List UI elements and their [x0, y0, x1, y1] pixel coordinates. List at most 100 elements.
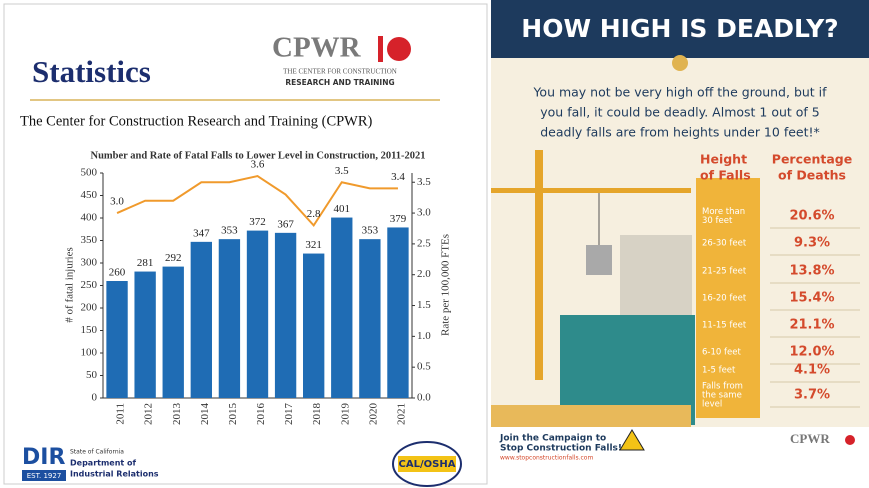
bar	[247, 231, 268, 398]
y2-tick-label: 0.5	[417, 361, 431, 373]
slide-subtitle: The Center for Construction Research and…	[20, 113, 373, 129]
line-label: 3.5	[335, 165, 349, 177]
intro-line: You may not be very high off the ground,…	[532, 85, 827, 100]
x-tick-label: 2012	[143, 403, 155, 425]
intro-line: you fall, it could be deadly. Almost 1 o…	[540, 105, 820, 120]
percentage: 3.7%	[794, 388, 830, 403]
x-tick-label: 2019	[339, 403, 351, 426]
y-tick-label: 0	[92, 392, 98, 404]
bar-label: 347	[193, 227, 210, 239]
url: www.stopconstructionfalls.com	[500, 455, 593, 462]
bar	[331, 218, 352, 398]
x-tick-label: 2017	[283, 403, 295, 426]
bar	[134, 272, 155, 398]
bar-label: 281	[137, 257, 154, 269]
campaign: Join the Campaign to	[499, 434, 606, 444]
x-tick-label: 2014	[199, 403, 211, 426]
y2-tick-label: 1.5	[417, 299, 431, 311]
y2-tick-label: 3.0	[417, 207, 431, 219]
footer-logo: CPWR	[790, 431, 830, 446]
dir-line: Department of	[70, 459, 137, 468]
crane-load	[586, 245, 612, 275]
line-label: 3.0	[110, 196, 124, 208]
crane-jib	[491, 188, 691, 193]
dir-mark: DIR	[22, 445, 65, 470]
bar-label: 353	[221, 225, 238, 237]
y-tick-label: 250	[81, 279, 98, 291]
slide: Statistics CPWR THE CENTER FOR CONSTRUCT…	[0, 0, 869, 488]
bar	[303, 254, 324, 398]
line-label: 2.8	[307, 208, 321, 220]
y-tick-label: 200	[81, 302, 98, 314]
bar	[387, 227, 408, 398]
percentage: 15.4%	[789, 291, 834, 306]
y-tick-label: 500	[81, 167, 98, 179]
y-tick-label: 300	[81, 257, 98, 269]
bar	[359, 239, 380, 398]
x-tick-label: 2011	[115, 403, 127, 425]
y2-tick-label: 0.0	[417, 392, 431, 404]
logo-bar	[378, 36, 383, 62]
height-label: level	[702, 400, 722, 410]
bar-label: 321	[305, 239, 322, 251]
percentage: 12.0%	[789, 345, 834, 360]
height-label: 11-15 feet	[702, 321, 747, 331]
logo-name: CPWR	[272, 32, 362, 64]
logo-line: RESEARCH AND TRAINING	[285, 78, 394, 87]
height-label: 30 feet	[702, 216, 733, 226]
infographic-title: HOW HIGH IS DEADLY?	[521, 14, 838, 43]
bar	[275, 233, 296, 398]
x-tick-label: 2018	[311, 403, 323, 426]
y2-tick-label: 1.0	[417, 330, 431, 342]
percentage: 4.1%	[794, 363, 830, 378]
y2-tick-label: 2.5	[417, 237, 431, 249]
percentage: 9.3%	[794, 236, 830, 251]
bar-label: 292	[165, 252, 182, 264]
slide-title: Statistics	[32, 54, 151, 89]
height-label: 26-30 feet	[702, 239, 747, 249]
campaign: Stop Construction Falls!	[500, 444, 622, 454]
bar	[191, 242, 212, 398]
x-tick-label: 2016	[255, 403, 267, 426]
y2-axis-label: Rate per 100,000 FTEs	[440, 234, 452, 336]
bar-label: 401	[334, 203, 351, 215]
icon	[672, 55, 688, 71]
col-header: of Falls	[700, 168, 751, 183]
bar	[219, 239, 240, 398]
calosha-text: CAL/OSHA	[399, 459, 456, 470]
x-tick-label: 2015	[227, 403, 239, 426]
bar	[163, 267, 184, 398]
line-label: 3.6	[251, 159, 265, 171]
y-tick-label: 400	[81, 212, 98, 224]
y2-tick-label: 2.0	[417, 268, 431, 280]
x-tick-label: 2021	[395, 403, 407, 425]
height-label: 6-10 feet	[702, 348, 741, 358]
bar-label: 379	[390, 213, 407, 225]
bar-label: 367	[277, 218, 294, 230]
percentage: 21.1%	[789, 318, 834, 333]
percentage: 20.6%	[789, 209, 834, 224]
x-tick-label: 2013	[171, 403, 183, 426]
crane-tower	[535, 150, 543, 380]
bar-label: 372	[249, 216, 266, 228]
y-tick-label: 50	[86, 369, 98, 381]
dir-line: State of California	[70, 449, 124, 456]
height-label: 16-20 feet	[702, 294, 747, 304]
dir-est: EST. 1927	[27, 472, 62, 480]
y-tick-label: 450	[81, 189, 98, 201]
footer-logo-dot	[845, 435, 855, 445]
bar-label: 353	[362, 225, 379, 237]
y-tick-label: 350	[81, 234, 98, 246]
logo-dot	[387, 37, 411, 61]
bar	[106, 281, 127, 398]
height-label: 21-25 feet	[702, 267, 747, 277]
percentage: 13.8%	[789, 264, 834, 279]
line-label: 3.4	[391, 171, 405, 183]
y-tick-label: 100	[81, 347, 98, 359]
ground	[491, 405, 691, 427]
col-header: Height	[700, 152, 747, 167]
height-label: 1-5 feet	[702, 366, 736, 376]
logo-line: THE CENTER FOR CONSTRUCTION	[283, 68, 397, 76]
dir-line: Industrial Relations	[70, 470, 159, 479]
y2-tick-label: 3.5	[417, 176, 431, 188]
